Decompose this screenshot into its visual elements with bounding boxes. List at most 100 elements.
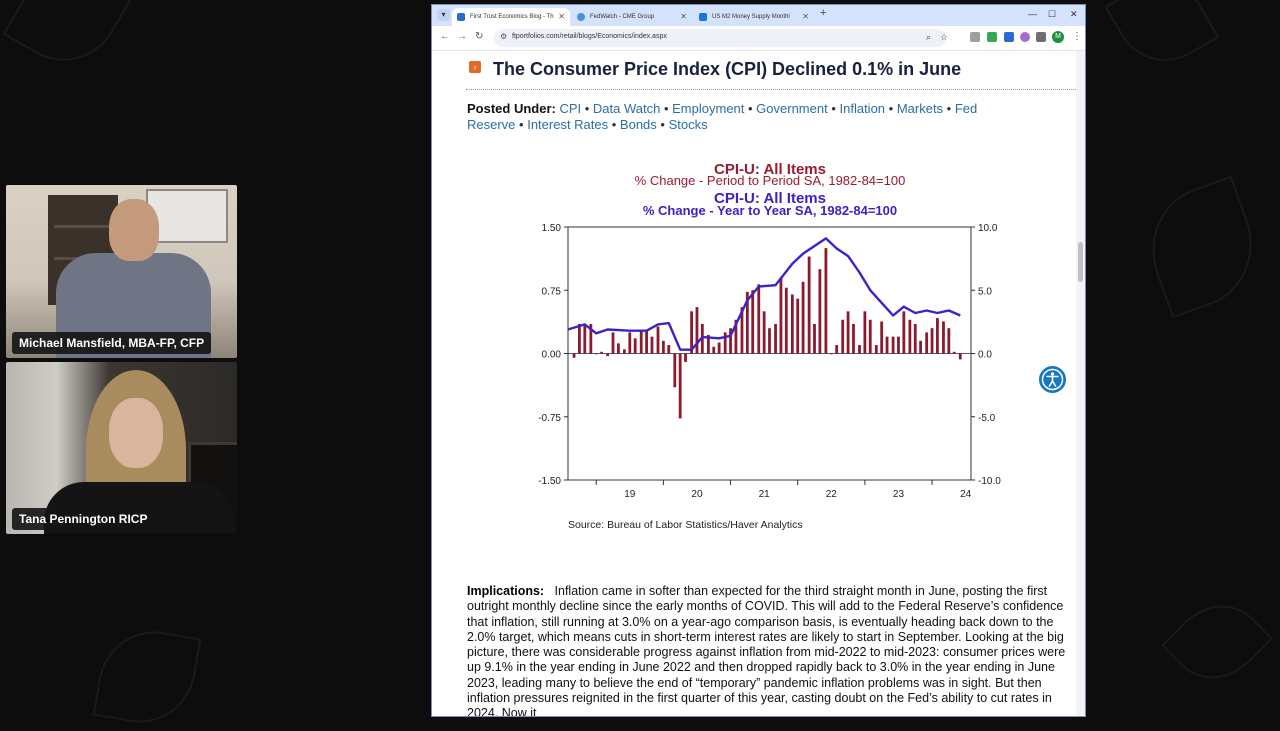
extensions-puzzle-icon[interactable] bbox=[1036, 32, 1046, 42]
extension-icon[interactable] bbox=[970, 32, 980, 42]
category-link[interactable]: Government bbox=[756, 101, 828, 116]
extension-icon[interactable] bbox=[1004, 32, 1014, 42]
reload-icon[interactable]: ↻ bbox=[475, 31, 484, 42]
left-axis-tick-label: -1.50 bbox=[538, 476, 561, 487]
right-axis-tick-label: 10.0 bbox=[978, 223, 998, 234]
participant-name-label: Tana Pennington RICP bbox=[12, 508, 155, 530]
bar-mark bbox=[628, 332, 632, 354]
bar-mark bbox=[801, 281, 805, 354]
bar-mark bbox=[790, 294, 794, 354]
chart-title-line: % Change - Period to Period SA, 1982-84=… bbox=[635, 173, 906, 188]
maximize-icon[interactable]: ☐ bbox=[1048, 9, 1057, 19]
category-separator: • bbox=[885, 101, 897, 116]
bar-mark bbox=[661, 340, 665, 354]
category-link[interactable]: CPI bbox=[559, 101, 582, 116]
close-tab-icon[interactable]: ✕ bbox=[558, 12, 565, 21]
bar-mark bbox=[656, 326, 660, 354]
bar-mark bbox=[757, 284, 761, 354]
category-separator: • bbox=[827, 101, 840, 116]
category-separator: • bbox=[608, 116, 620, 132]
tab-m2-money[interactable]: US M2 Money Supply Monthl ✕ bbox=[694, 8, 814, 26]
bar-mark bbox=[583, 323, 587, 354]
bar-mark bbox=[891, 336, 895, 354]
participant-video-tana: Tana Pennington RICP bbox=[6, 362, 237, 534]
participant-name-label: Michael Mansfield, MBA-FP, CFP bbox=[12, 332, 212, 354]
scrollbar-thumb[interactable] bbox=[1078, 242, 1083, 282]
background-leaf-decoration bbox=[1133, 175, 1271, 319]
zoom-search-icon[interactable]: ⌕ bbox=[926, 32, 932, 42]
bar-mark bbox=[858, 345, 861, 354]
bar-mark bbox=[930, 328, 934, 354]
accessibility-icon[interactable] bbox=[1037, 364, 1068, 395]
category-separator: • bbox=[660, 101, 673, 116]
address-bar[interactable]: ⚙ ftportfolios.com/retail/blogs/Economic… bbox=[494, 29, 949, 47]
bar-mark bbox=[774, 323, 777, 354]
bar-mark bbox=[673, 353, 677, 388]
chart-title-line: CPI-U: All Items bbox=[714, 161, 826, 178]
category-link[interactable]: Interest Rates bbox=[527, 116, 609, 132]
bar-mark bbox=[639, 329, 643, 354]
new-tab-icon[interactable]: + bbox=[820, 7, 827, 19]
bar-mark bbox=[824, 248, 828, 354]
back-icon[interactable]: ← bbox=[440, 31, 450, 42]
bar-mark bbox=[908, 319, 912, 354]
close-tab-icon[interactable]: ✕ bbox=[680, 12, 687, 21]
bar-mark bbox=[829, 353, 833, 355]
minimize-icon[interactable]: — bbox=[1028, 9, 1037, 19]
profile-avatar[interactable]: M bbox=[1052, 31, 1064, 43]
participant-head bbox=[109, 398, 163, 468]
browser-menu-icon[interactable]: ⋮ bbox=[1072, 31, 1082, 42]
bar-mark bbox=[818, 269, 822, 354]
bar-mark bbox=[852, 323, 855, 354]
page-scrollbar[interactable] bbox=[1076, 51, 1085, 716]
forward-icon[interactable]: → bbox=[457, 31, 467, 42]
posted-under: Posted Under: CPI • Data Watch • Employm… bbox=[467, 101, 1027, 132]
category-link[interactable]: Stocks bbox=[668, 116, 708, 132]
bar-mark bbox=[936, 318, 939, 354]
bar-mark bbox=[942, 321, 945, 354]
category-link[interactable]: Markets bbox=[896, 101, 944, 116]
bar-mark bbox=[600, 351, 603, 354]
bar-mark bbox=[611, 332, 615, 354]
web-page: › The Consumer Price Index (CPI) Decline… bbox=[432, 51, 1077, 716]
left-axis-tick-label: 0.00 bbox=[542, 350, 562, 361]
bar-mark bbox=[589, 323, 593, 354]
left-axis-tick-label: 1.50 bbox=[542, 223, 562, 234]
background-leaf-decoration bbox=[2, 0, 132, 82]
tab-first-trust[interactable]: First Trust Economics Blog - Th ✕ bbox=[452, 8, 570, 26]
article-title[interactable]: The Consumer Price Index (CPI) Declined … bbox=[493, 59, 962, 79]
x-axis-tick-label: 24 bbox=[960, 489, 972, 500]
chart-source: Source: Bureau of Labor Statistics/Haver… bbox=[568, 519, 803, 531]
bar-mark bbox=[813, 323, 816, 354]
line-series-year-to-year bbox=[567, 237, 961, 351]
bar-mark bbox=[919, 340, 923, 354]
bar-mark bbox=[690, 311, 693, 354]
category-link[interactable]: Fed Reserve bbox=[467, 101, 978, 132]
extension-check-icon[interactable] bbox=[987, 32, 997, 42]
category-link[interactable]: Data Watch bbox=[592, 101, 661, 116]
bar-mark bbox=[846, 311, 850, 354]
bar-mark bbox=[717, 342, 721, 354]
background-leaf-decoration bbox=[1161, 586, 1273, 698]
category-separator: • bbox=[656, 116, 669, 132]
category-link[interactable]: Inflation bbox=[839, 101, 886, 116]
url-text[interactable]: ftportfolios.com/retail/blogs/Economics/… bbox=[512, 33, 667, 40]
bar-mark bbox=[650, 336, 654, 354]
tab-fedwatch[interactable]: FedWatch - CME Group ✕ bbox=[572, 8, 692, 26]
site-info-icon[interactable]: ⚙ bbox=[500, 32, 508, 41]
category-links: CPI • Data Watch • Employment • Governme… bbox=[467, 101, 977, 132]
favicon-icon bbox=[457, 13, 465, 21]
bookmark-star-icon[interactable]: ☆ bbox=[940, 32, 949, 42]
bar-mark bbox=[768, 328, 771, 354]
bar-mark bbox=[623, 349, 626, 354]
bar-mark bbox=[796, 298, 800, 354]
bar-mark bbox=[667, 345, 671, 354]
bar-mark bbox=[958, 353, 962, 360]
category-link[interactable]: Employment bbox=[672, 101, 745, 116]
close-window-icon[interactable]: ✕ bbox=[1070, 9, 1078, 19]
extension-icon[interactable] bbox=[1020, 32, 1030, 42]
right-axis-tick-label: -5.0 bbox=[978, 413, 996, 424]
tab-search-icon[interactable]: ▾ bbox=[437, 9, 450, 21]
close-tab-icon[interactable]: ✕ bbox=[802, 12, 809, 21]
category-link[interactable]: Bonds bbox=[619, 116, 657, 132]
